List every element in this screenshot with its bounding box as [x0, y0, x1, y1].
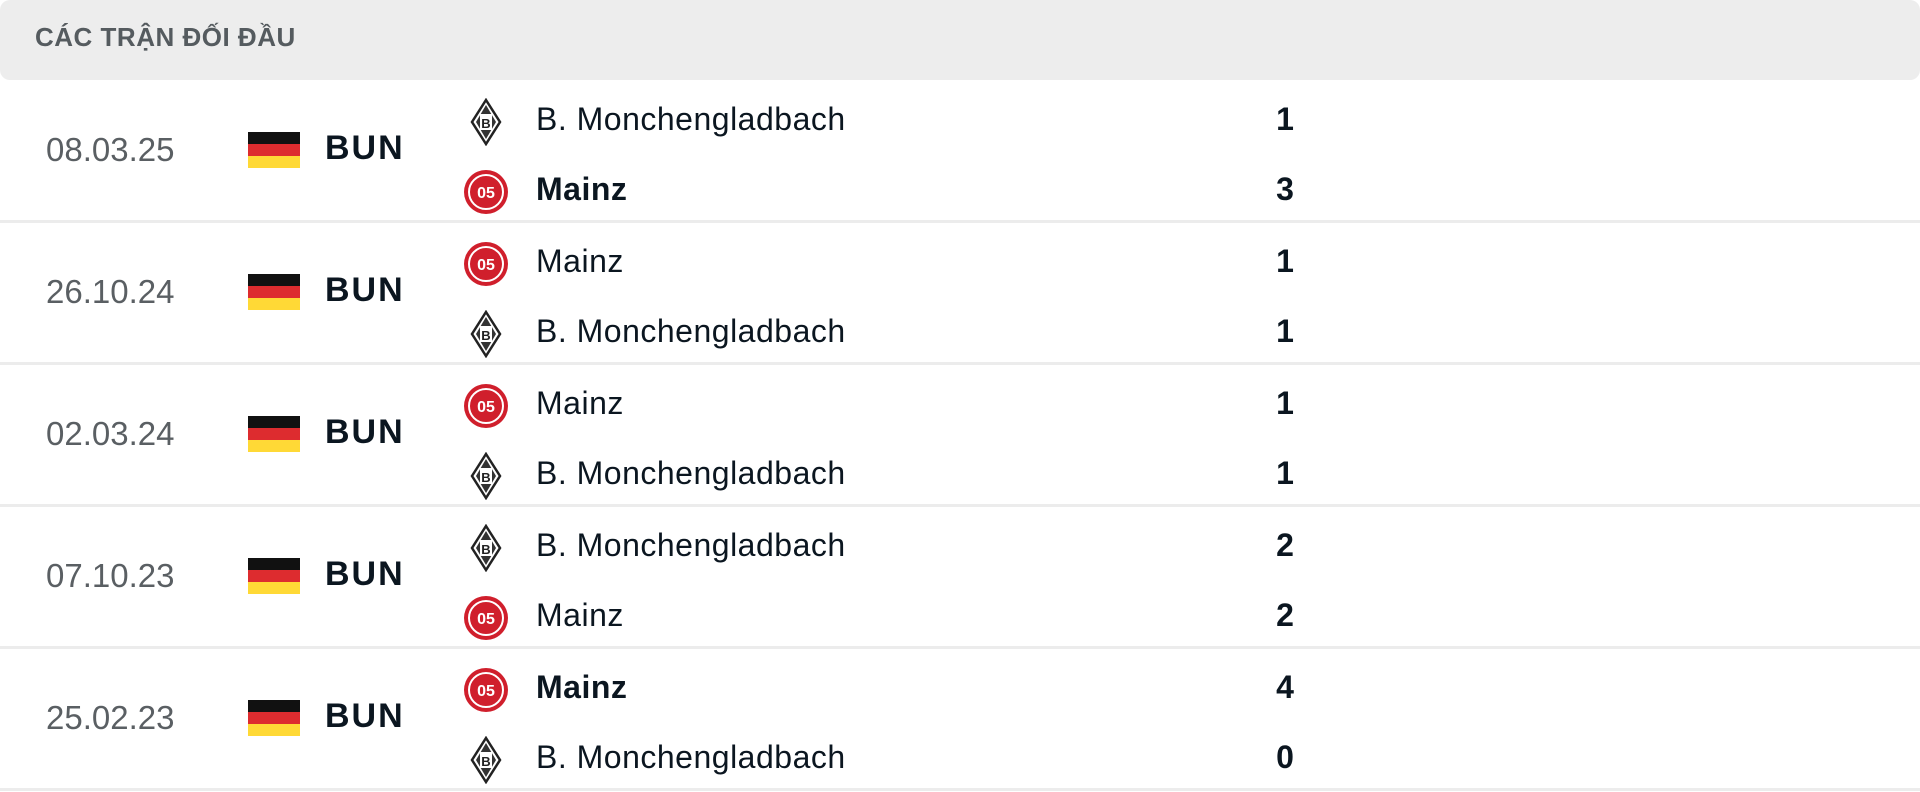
team-line: B B. Monchengladbach 1 — [0, 449, 1400, 501]
team-line: B B. Monchengladbach 1 — [0, 307, 1400, 359]
league-code: BUN — [325, 697, 405, 735]
team-score: 2 — [1276, 527, 1294, 563]
section-header: CÁC TRẬN ĐỐI ĐẦU — [0, 0, 1920, 80]
gladbach-logo-icon: B — [462, 97, 510, 147]
match-row[interactable]: 26.10.24 BUN 05 Mainz 1 B B. Monchenglad… — [0, 223, 1920, 365]
gladbach-logo-icon: B — [462, 735, 510, 785]
gladbach-logo-icon: B — [462, 309, 510, 359]
svg-text:B: B — [481, 542, 490, 557]
match-date: 25.02.23 — [46, 699, 175, 736]
league-code: BUN — [325, 555, 405, 593]
svg-text:05: 05 — [477, 611, 495, 628]
team-line: B B. Monchengladbach 1 — [0, 95, 1400, 147]
match-row[interactable]: 02.03.24 BUN 05 Mainz 1 B B. Monchenglad… — [0, 365, 1920, 507]
match-row[interactable]: 07.10.23 BUN B B. Monchengladbach 2 05 M… — [0, 507, 1920, 649]
team-line: 05 Mainz 1 — [0, 379, 1400, 429]
team-name: B. Monchengladbach — [536, 101, 846, 137]
match-date: 08.03.25 — [46, 131, 175, 168]
match-date: 02.03.24 — [46, 415, 175, 452]
team-score: 4 — [1276, 669, 1294, 705]
svg-text:05: 05 — [477, 257, 495, 274]
team-name: Mainz — [536, 243, 624, 279]
svg-text:05: 05 — [477, 683, 495, 700]
team-score: 1 — [1276, 385, 1294, 421]
germany-flag-icon — [248, 558, 300, 594]
team-name: B. Monchengladbach — [536, 739, 846, 775]
germany-flag-icon — [248, 700, 300, 736]
gladbach-logo-icon: B — [462, 523, 510, 573]
mainz-logo-icon: 05 — [462, 594, 510, 642]
team-line: 05 Mainz 2 — [0, 591, 1400, 641]
team-line: 05 Mainz 1 — [0, 237, 1400, 287]
team-line: 05 Mainz 3 — [0, 165, 1400, 215]
team-name: B. Monchengladbach — [536, 455, 846, 491]
team-line: B B. Monchengladbach 0 — [0, 733, 1400, 785]
mainz-logo-icon: 05 — [462, 168, 510, 216]
team-name: B. Monchengladbach — [536, 313, 846, 349]
match-row[interactable]: 08.03.25 BUN B B. Monchengladbach 1 05 M… — [0, 81, 1920, 223]
team-score: 1 — [1276, 101, 1294, 137]
team-line: 05 Mainz 4 — [0, 663, 1400, 713]
svg-text:B: B — [481, 470, 490, 485]
team-score: 1 — [1276, 243, 1294, 279]
team-name: Mainz — [536, 597, 624, 633]
svg-text:05: 05 — [477, 185, 495, 202]
section-title: CÁC TRẬN ĐỐI ĐẦU — [35, 22, 296, 52]
match-list: 08.03.25 BUN B B. Monchengladbach 1 05 M… — [0, 81, 1920, 791]
germany-flag-icon — [248, 274, 300, 310]
league-code: BUN — [325, 413, 405, 451]
mainz-logo-icon: 05 — [462, 666, 510, 714]
svg-text:B: B — [481, 116, 490, 131]
team-name: Mainz — [536, 669, 628, 705]
league-code: BUN — [325, 271, 405, 309]
match-date: 26.10.24 — [46, 273, 175, 310]
league-code: BUN — [325, 129, 405, 167]
team-line: B B. Monchengladbach 2 — [0, 521, 1400, 573]
team-name: B. Monchengladbach — [536, 527, 846, 563]
germany-flag-icon — [248, 416, 300, 452]
match-row[interactable]: 25.02.23 BUN 05 Mainz 4 B B. Monchenglad… — [0, 649, 1920, 791]
team-score: 1 — [1276, 455, 1294, 491]
team-name: Mainz — [536, 171, 628, 207]
team-score: 0 — [1276, 739, 1294, 775]
team-score: 2 — [1276, 597, 1294, 633]
germany-flag-icon — [248, 132, 300, 168]
svg-text:05: 05 — [477, 399, 495, 416]
svg-text:B: B — [481, 328, 490, 343]
svg-text:B: B — [481, 754, 490, 769]
team-name: Mainz — [536, 385, 624, 421]
mainz-logo-icon: 05 — [462, 382, 510, 430]
match-date: 07.10.23 — [46, 557, 175, 594]
team-score: 1 — [1276, 313, 1294, 349]
mainz-logo-icon: 05 — [462, 240, 510, 288]
gladbach-logo-icon: B — [462, 451, 510, 501]
team-score: 3 — [1276, 171, 1294, 207]
